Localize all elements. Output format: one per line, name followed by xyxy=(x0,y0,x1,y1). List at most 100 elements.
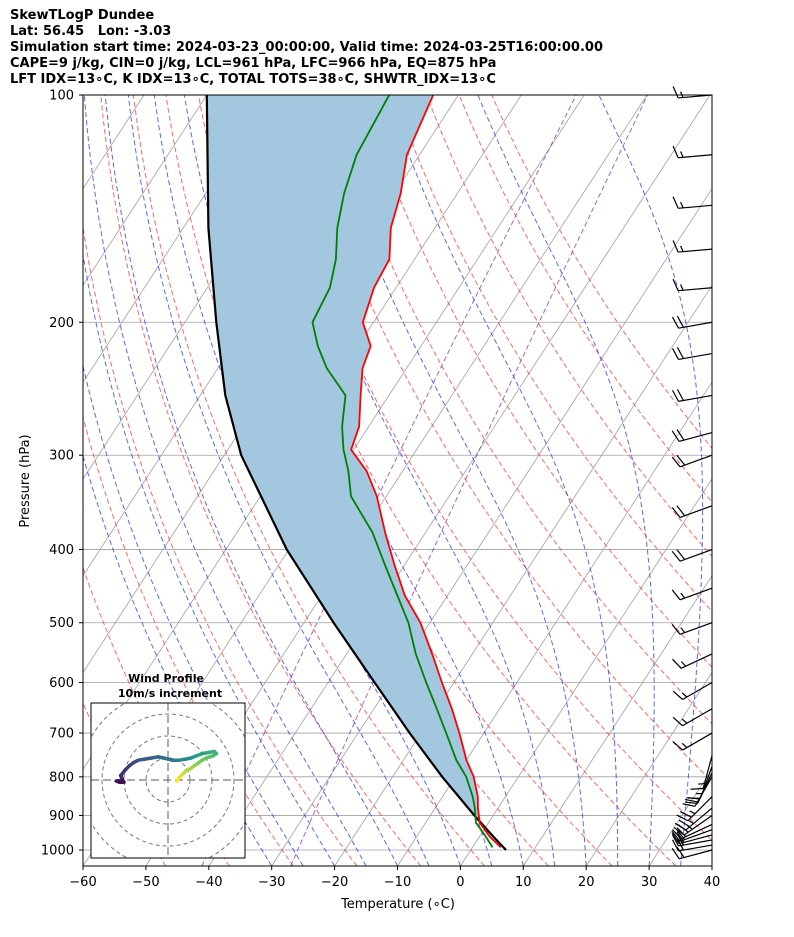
isotherm-line xyxy=(0,95,18,866)
y-axis-label: Pressure (hPa) xyxy=(18,434,33,527)
sounding-profiles xyxy=(205,95,507,851)
dry-adiabat-line xyxy=(83,566,230,866)
x-tick-label: −30 xyxy=(258,875,285,890)
y-tick-label: 900 xyxy=(49,809,74,824)
x-tick-label: 30 xyxy=(641,875,658,890)
isotherm-line xyxy=(208,95,711,866)
y-tick-label: 500 xyxy=(49,616,74,631)
hodograph-trace xyxy=(114,749,219,784)
wind-barb xyxy=(690,755,713,790)
moist-adiabat-line xyxy=(83,251,336,866)
moist-adiabat-line xyxy=(477,95,655,866)
isotherm-line xyxy=(460,478,712,866)
dry-adiabat-line xyxy=(132,95,485,866)
y-tick-label: 100 xyxy=(49,89,74,104)
temperature-profile-line xyxy=(350,95,502,849)
moist-adiabat-line xyxy=(263,95,556,866)
isotherm-line xyxy=(711,865,712,866)
figure-title-block: SkewTLogP Dundee Lat: 56.45 Lon: -3.03 S… xyxy=(10,8,603,88)
dry-adiabat-line xyxy=(230,95,677,866)
isotherm-line xyxy=(648,768,712,866)
wind-barb xyxy=(672,732,713,751)
dry-adiabat-line xyxy=(263,95,712,841)
wind-barb xyxy=(671,838,713,852)
wind-barbs xyxy=(671,86,713,860)
simulation-times: Simulation start time: 2024-03-23_00:00:… xyxy=(10,40,603,55)
y-tick-label: 400 xyxy=(49,543,74,558)
wind-barb xyxy=(671,347,713,361)
isotherm-line xyxy=(522,574,712,866)
isotherm-line xyxy=(334,284,712,866)
moist-adiabat-line xyxy=(127,95,430,866)
wind-barb xyxy=(674,807,713,831)
y-tick-label: 800 xyxy=(49,770,74,785)
x-tick-label: −10 xyxy=(384,875,411,890)
wind-barb xyxy=(671,429,713,442)
wind-barb xyxy=(671,505,713,518)
hodograph-frame xyxy=(90,702,246,859)
location-coordinates: Lat: 56.45 Lon: -3.03 xyxy=(10,24,172,39)
wind-barb xyxy=(672,240,713,253)
parcel-profile-line xyxy=(205,95,507,851)
stability-parameters: CAPE=9 j/kg, CIN=0 j/kg, LCL=961 hPa, LF… xyxy=(10,56,497,71)
figure-title: SkewTLogP Dundee xyxy=(10,8,155,23)
y-tick-label: 200 xyxy=(49,316,74,331)
wind-barb xyxy=(672,278,713,292)
dry-adiabat-line xyxy=(458,95,712,503)
x-tick-label: −60 xyxy=(69,875,96,890)
dry-adiabat-line xyxy=(393,95,712,612)
moist-adiabat-line xyxy=(104,95,398,866)
x-tick-label: 40 xyxy=(704,875,721,890)
wind-barb xyxy=(671,548,713,562)
isotherm-line xyxy=(83,95,208,287)
hodograph-ring xyxy=(101,713,235,847)
wind-barb xyxy=(672,86,713,99)
dewpoint-profile-line xyxy=(311,95,494,848)
hodograph-subtitle: 10m/s increment xyxy=(118,687,222,700)
dry-adiabat-line xyxy=(83,415,294,866)
dry-adiabat-line xyxy=(426,95,712,557)
wind-barb xyxy=(672,708,713,727)
moist-adiabat-line xyxy=(386,95,619,866)
wind-barb xyxy=(676,796,713,822)
isotherm-line xyxy=(0,95,81,866)
wind-barb xyxy=(671,454,713,468)
moist-adiabat-line xyxy=(83,454,273,866)
chart-axes: −60 −50 −40 −30 −20 −10 0 10 20 30 40 100 200 300 400 5… xyxy=(41,89,720,891)
y-tick-label: 300 xyxy=(49,449,74,464)
x-tick-label: −50 xyxy=(132,875,159,890)
y-tick-label: 600 xyxy=(49,676,74,691)
dry-adiabat-line xyxy=(491,95,712,449)
wind-barb xyxy=(687,766,713,799)
dry-adiabat-line xyxy=(83,223,358,866)
wind-barb xyxy=(671,622,713,635)
hodograph-title: Wind Profile xyxy=(128,672,204,685)
isotherm-line xyxy=(83,95,271,383)
wind-barb xyxy=(672,145,713,159)
stability-indices: LFT IDX=13∘C, K IDX=13∘C, TOTAL TOTS=38∘… xyxy=(10,72,496,87)
moist-adiabat-line xyxy=(598,95,704,866)
x-tick-label: −20 xyxy=(321,875,348,890)
wind-barb xyxy=(672,653,713,669)
wind-barb xyxy=(671,389,713,402)
dry-adiabat-line xyxy=(100,95,422,866)
dry-adiabat-line xyxy=(360,95,712,668)
wind-barb xyxy=(671,846,713,860)
isotherm-line xyxy=(585,671,712,866)
wind-barb xyxy=(672,196,713,209)
hodograph-inset: Wind Profile 10m/s increment xyxy=(90,672,246,859)
wind-barb xyxy=(671,587,713,601)
x-tick-label: 0 xyxy=(456,875,464,890)
x-tick-label: 10 xyxy=(515,875,532,890)
x-tick-label: −40 xyxy=(195,875,222,890)
wind-barb xyxy=(672,681,713,701)
wind-barb xyxy=(672,823,713,840)
x-axis-label: Temperature (∘C) xyxy=(340,897,455,912)
dry-adiabat-line xyxy=(295,95,712,783)
moist-adiabat-line xyxy=(83,95,367,866)
moist-adiabat-line xyxy=(83,363,304,866)
x-tick-label: 20 xyxy=(578,875,595,890)
isotherm-line xyxy=(271,187,712,866)
y-tick-label: 1000 xyxy=(41,844,74,859)
